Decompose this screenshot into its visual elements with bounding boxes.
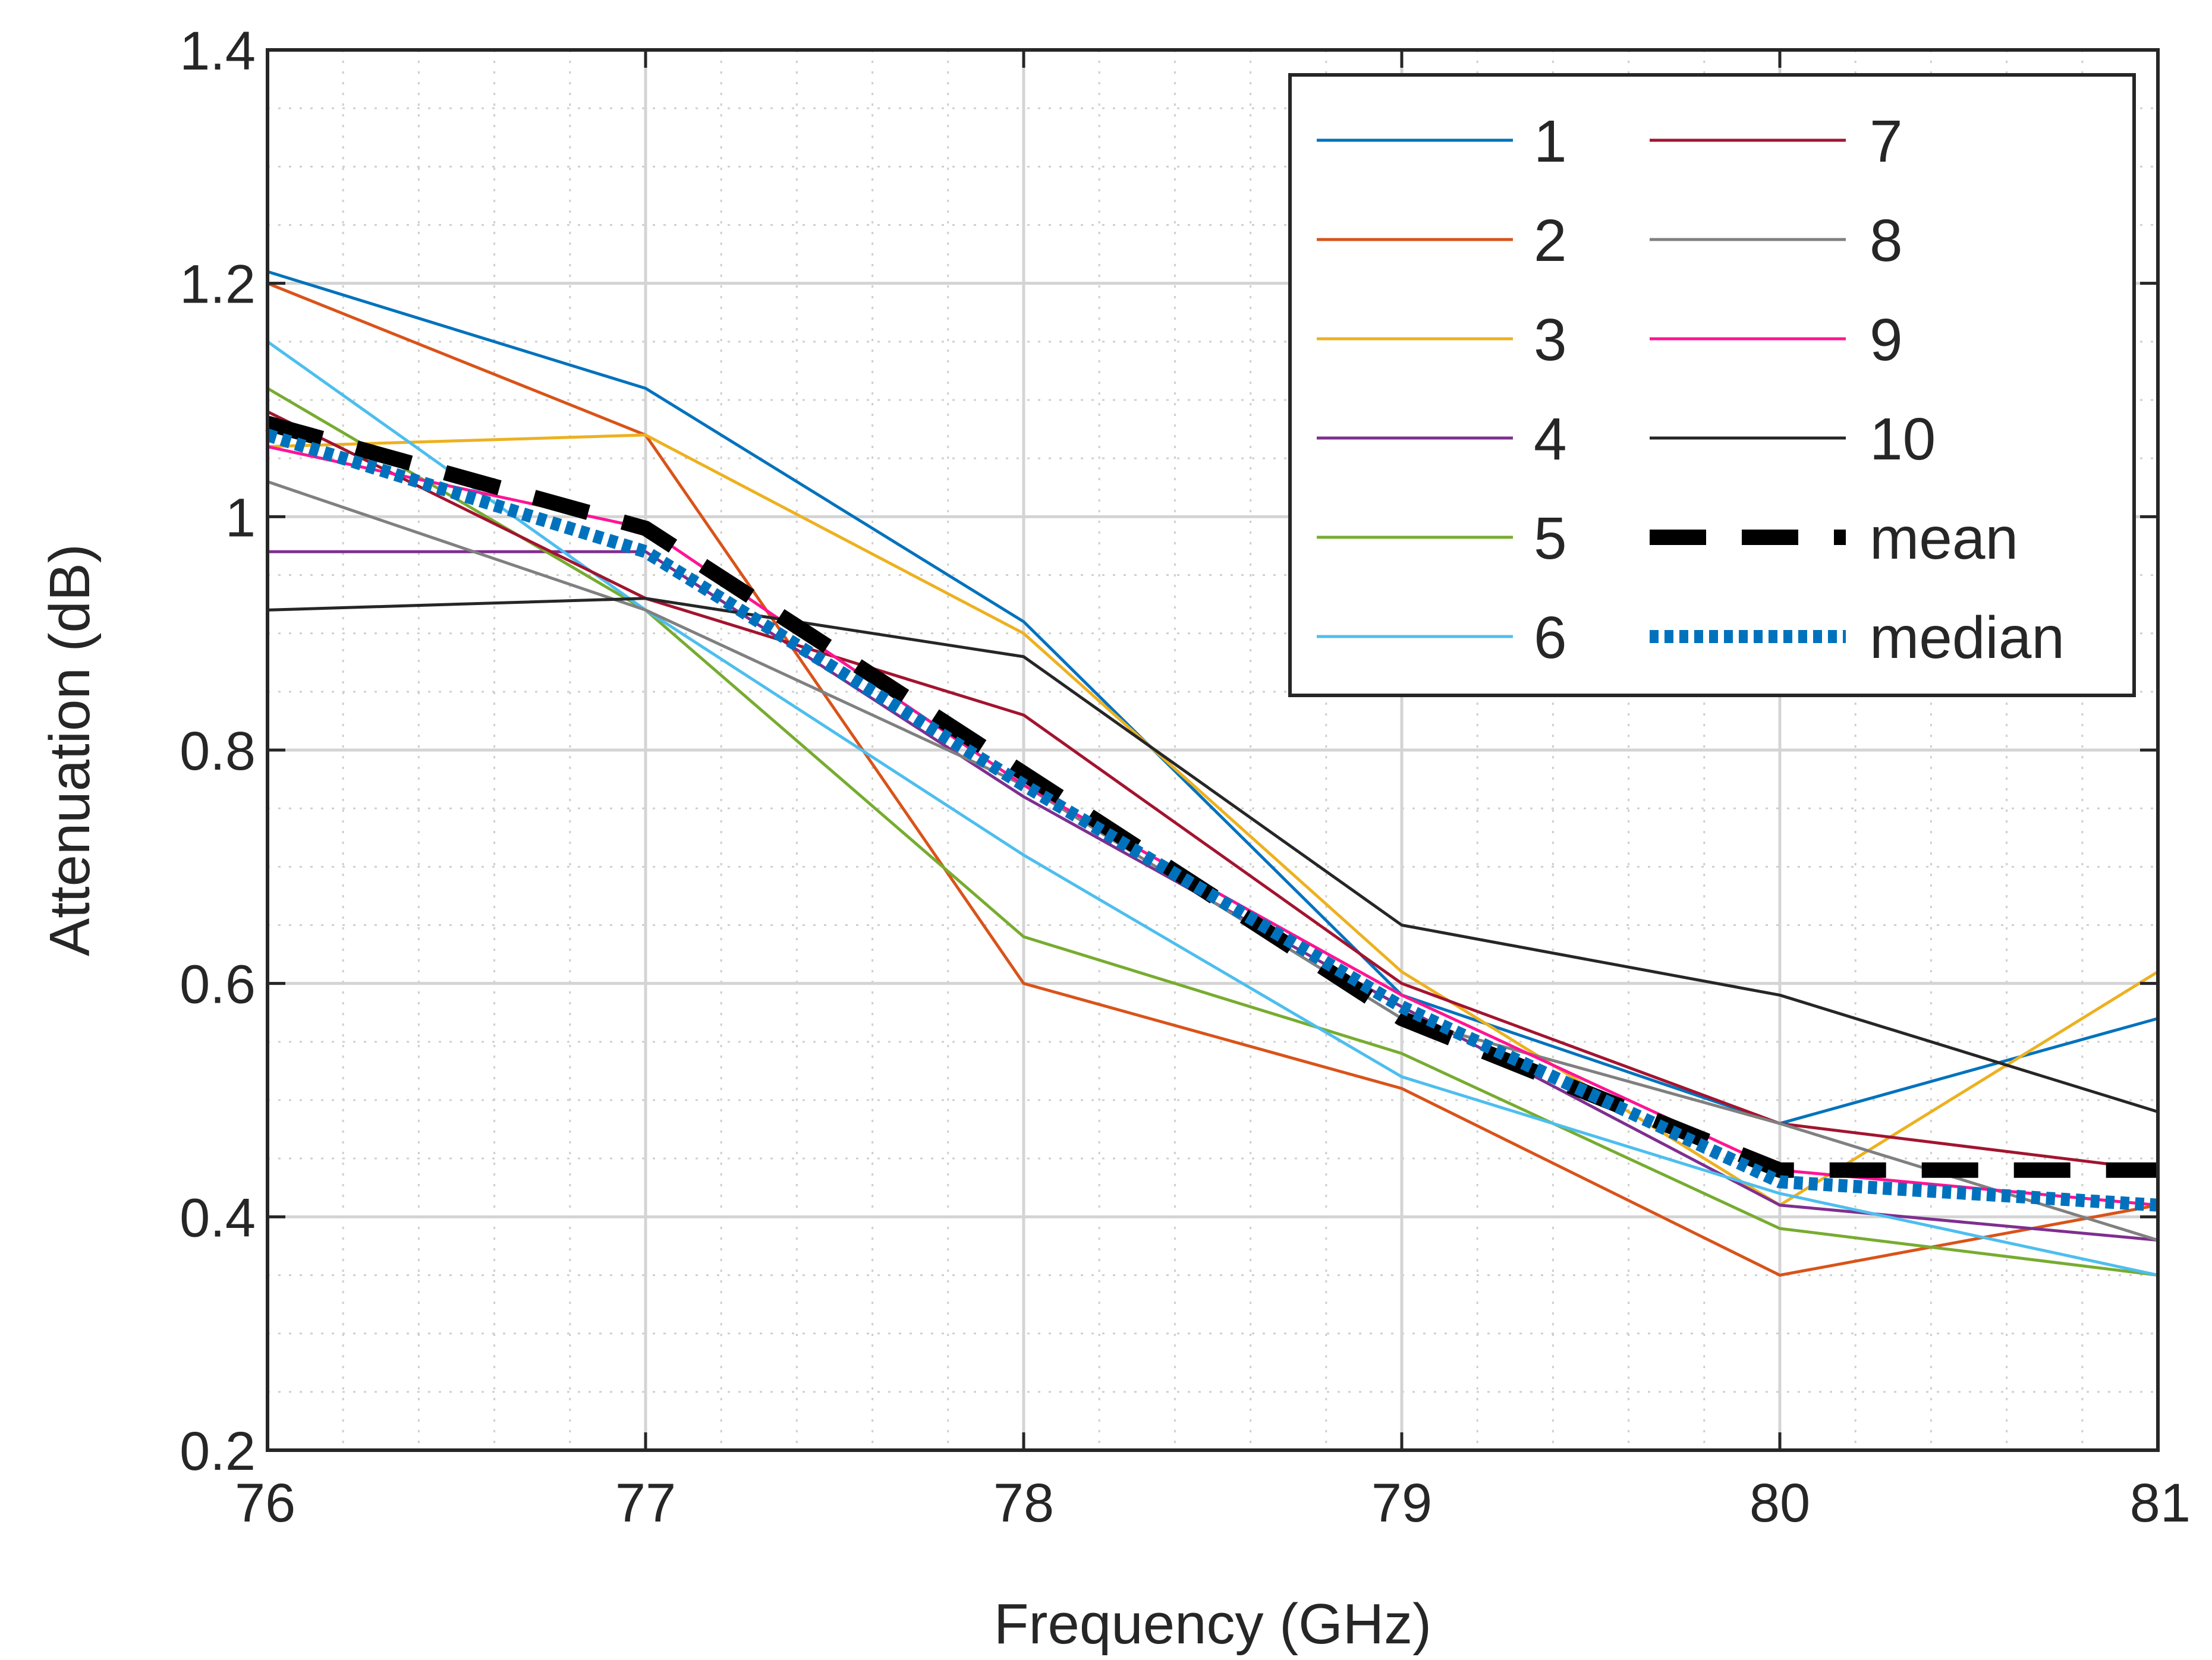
legend-label-1: 1 xyxy=(1534,108,1567,175)
y-tick-label: 0.2 xyxy=(180,1421,256,1482)
x-axis-label: Frequency (GHz) xyxy=(994,1592,1431,1656)
x-tick-label: 77 xyxy=(615,1473,676,1533)
x-tick-label: 79 xyxy=(1371,1473,1432,1533)
legend-label-6: 6 xyxy=(1534,604,1567,671)
legend-label-9: 9 xyxy=(1870,307,1903,373)
y-axis-label: Attenuation (dB) xyxy=(38,544,102,956)
x-tick-label: 76 xyxy=(235,1473,295,1533)
series-layer xyxy=(265,270,2160,1277)
series-line-1 xyxy=(266,270,2160,1125)
series-line-2 xyxy=(266,282,2160,1277)
tick-marks xyxy=(266,48,2160,1452)
legend-label-10: 10 xyxy=(1870,406,1936,473)
legend-label-median: median xyxy=(1870,604,2065,671)
legend-label-2: 2 xyxy=(1534,207,1567,274)
x-tick-label: 80 xyxy=(1750,1473,1810,1533)
legend-label-mean: mean xyxy=(1870,505,2018,572)
y-tick-label: 1.4 xyxy=(180,21,256,81)
y-tick-label: 1 xyxy=(225,487,256,548)
series-line-5 xyxy=(266,386,2160,1277)
legend-label-4: 4 xyxy=(1534,406,1567,473)
y-tick-label: 0.4 xyxy=(180,1187,256,1248)
y-tick-label: 1.2 xyxy=(180,254,256,315)
series-line-10 xyxy=(266,597,2160,1114)
legend-label-5: 5 xyxy=(1534,505,1567,572)
x-tick-labels: 76 77 78 79 80 81 xyxy=(235,1473,2191,1533)
series-line-7 xyxy=(266,410,2160,1172)
legend: 1 2 3 4 5 6 7 8 9 10 mean median xyxy=(1288,73,2136,697)
series-line-median xyxy=(265,429,2158,1212)
y-tick-label: 0.8 xyxy=(180,721,256,782)
x-tick-label: 78 xyxy=(993,1473,1054,1533)
legend-label-7: 7 xyxy=(1870,108,1903,175)
y-tick-label: 0.6 xyxy=(180,955,256,1015)
legend-label-8: 8 xyxy=(1870,207,1903,274)
y-tick-labels: 0.2 0.4 0.6 0.8 1 1.2 1.4 xyxy=(180,21,256,1482)
legend-label-3: 3 xyxy=(1534,307,1567,373)
x-tick-label: 81 xyxy=(2130,1473,2191,1533)
legend-box xyxy=(1288,73,2136,697)
series-line-6 xyxy=(266,340,2160,1277)
